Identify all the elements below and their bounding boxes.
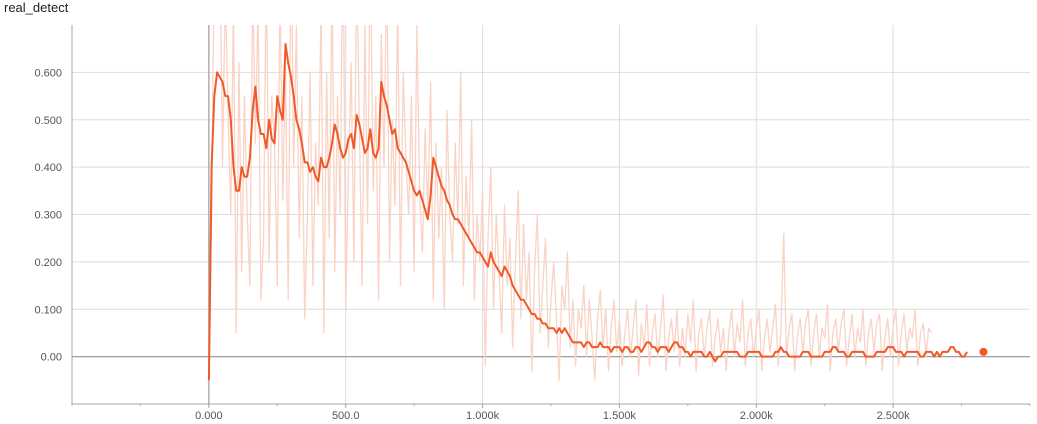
x-tick-label-4: 2.000k (740, 410, 774, 422)
series-end-point[interactable] (979, 347, 988, 356)
x-tick-label-0: 0.000 (195, 410, 223, 422)
chart-title: real_detect (4, 0, 69, 15)
y-tick-label-2: 0.200 (34, 257, 62, 269)
y-tick-label-3: 0.300 (34, 210, 62, 222)
x-tick-label-3: 1.500k (603, 410, 637, 422)
x-tick-label-5: 2.500k (877, 410, 911, 422)
x-tick-label-1: 500.0 (332, 410, 360, 422)
axis-layer (71, 25, 1031, 408)
y-tick-label-6: 0.600 (34, 67, 62, 79)
label-layer: 0.00 0.100 0.200 0.300 0.400 0.500 0.600 0.000 5… (34, 67, 910, 422)
y-tick-label-1: 0.100 (34, 304, 62, 316)
y-tick-label-5: 0.500 (34, 115, 62, 127)
y-tick-label-0: 0.00 (41, 352, 62, 364)
y-tick-label-4: 0.400 (34, 162, 62, 174)
raw-series-line (208, 25, 933, 381)
x-tick-label-2: 1.000k (466, 410, 500, 422)
series-layer (207, 25, 988, 381)
smoothed-series-line (207, 42, 968, 381)
